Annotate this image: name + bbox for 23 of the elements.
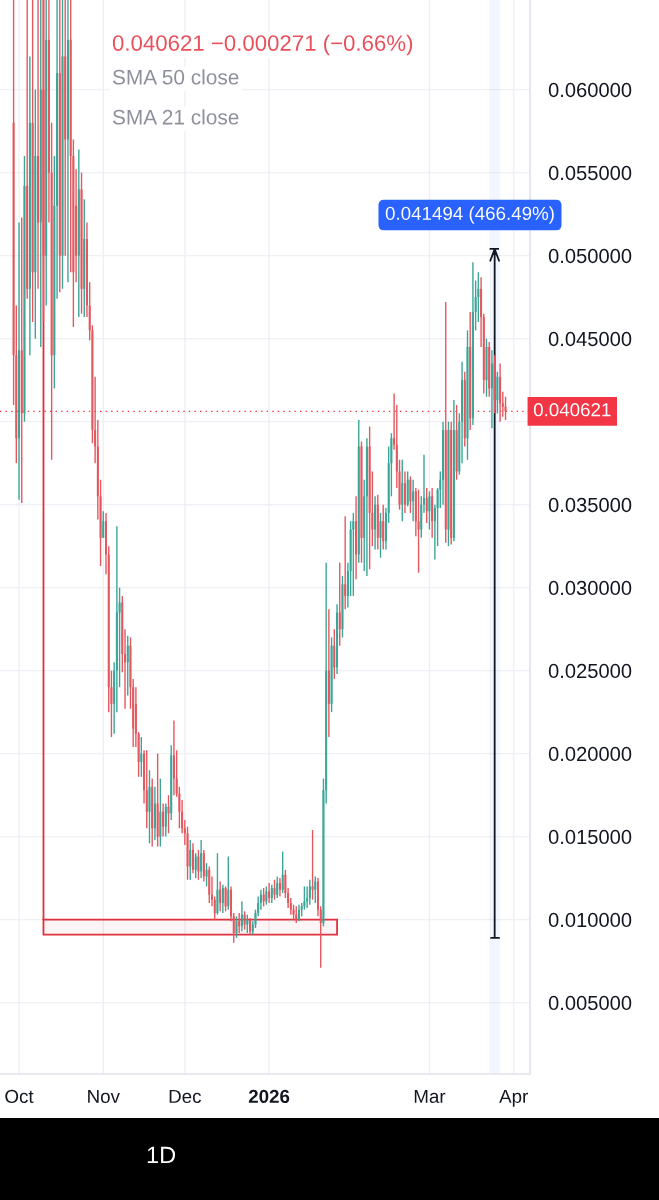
y-tick-label: 0.025000 (548, 663, 632, 679)
y-tick-label: 0.005000 (548, 995, 632, 1011)
ref-line-label: 0.040621 (533, 403, 611, 417)
annotation: SMA 50 close (112, 69, 239, 85)
y-tick-label: 0.020000 (548, 746, 632, 762)
x-tick-label: Apr (499, 1089, 528, 1107)
x-tick-label: Mar (414, 1089, 446, 1104)
y-tick-label: 0.015000 (548, 829, 632, 845)
x-tick-label: Dec (169, 1089, 201, 1104)
y-tick-label: 0.035000 (548, 497, 632, 513)
y-tick-label: 0.030000 (548, 580, 632, 596)
x-tick-label: Oct (5, 1089, 34, 1104)
annotation: 0.040621 −0.000271 (−0.66%) (112, 34, 413, 56)
y-tick-label: 0.010000 (548, 912, 632, 928)
text: 1D (147, 1146, 176, 1164)
y-tick-label: 0.055000 (548, 165, 632, 181)
y-tick-label: 0.050000 (548, 248, 632, 264)
y-tick-label: 0.045000 (548, 331, 632, 347)
annotation: SMA 21 close (112, 109, 239, 125)
x-tick-label: Nov (88, 1089, 120, 1104)
x-tick-label: 2026 (248, 1089, 290, 1104)
y-tick-label: 0.060000 (548, 82, 632, 98)
annotation: 0.041494 (466.49%) (385, 206, 554, 224)
